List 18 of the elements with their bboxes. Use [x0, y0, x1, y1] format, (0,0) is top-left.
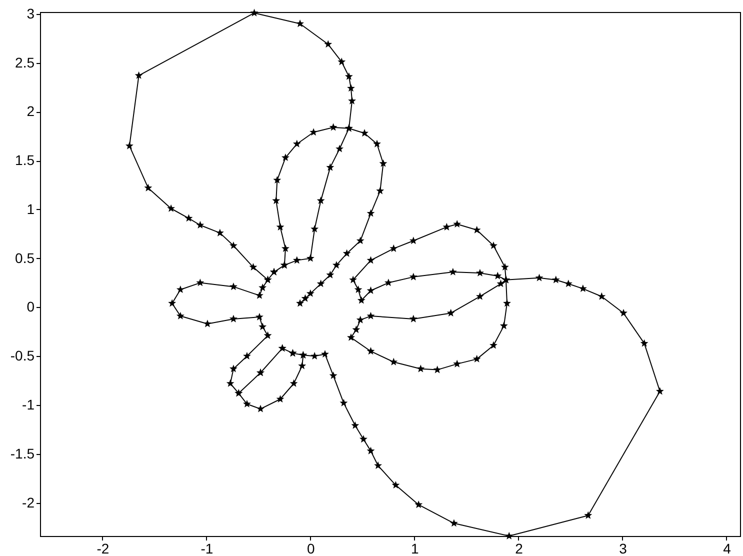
- x-tick-label: 2: [515, 540, 524, 556]
- x-tick-label: -2: [96, 540, 110, 556]
- y-tick-label: -1: [22, 396, 35, 412]
- x-tick-label: 3: [619, 540, 628, 556]
- x-tick-label: 4: [723, 540, 732, 556]
- x-tick-label: 1: [411, 540, 420, 556]
- y-tick-label: -2: [22, 494, 35, 510]
- y-tick-label: -1.5: [10, 445, 35, 462]
- y-tick-label: 2.5: [15, 54, 35, 70]
- y-tick-label: 3: [26, 5, 35, 22]
- y-tick-label: 0: [26, 298, 35, 315]
- y-tick-label: 0.5: [15, 250, 35, 266]
- y-tick-label: -0.5: [10, 348, 35, 364]
- x-tick-label: 0: [307, 540, 316, 556]
- x-tick-label: -1: [200, 540, 214, 556]
- y-tick-label: 2: [26, 103, 35, 120]
- y-tick-label: 1.5: [15, 152, 35, 168]
- y-tick-label: 1: [26, 200, 35, 217]
